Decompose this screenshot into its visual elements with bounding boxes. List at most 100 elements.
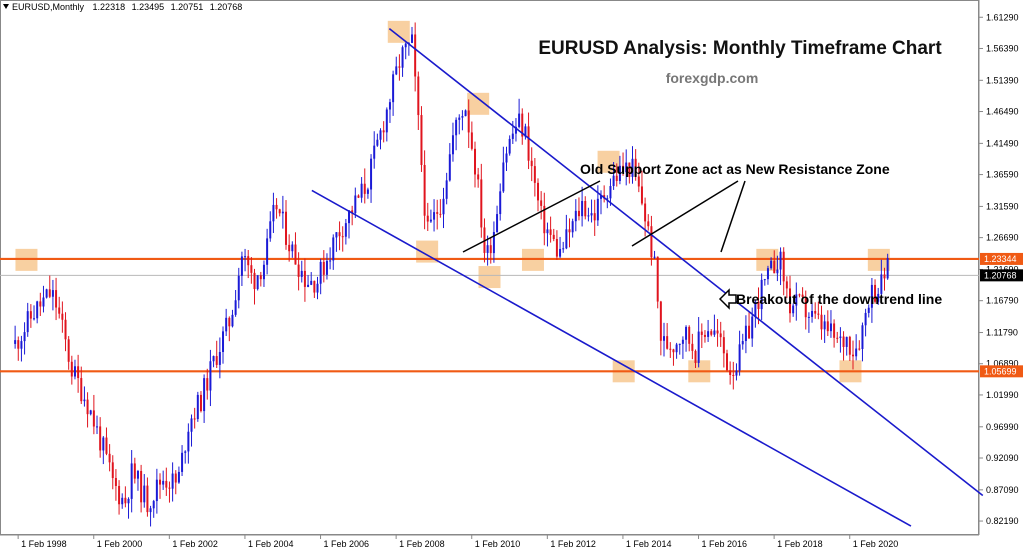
- candle-body: [552, 234, 555, 239]
- candle-body: [650, 226, 653, 258]
- candle-body: [801, 294, 804, 298]
- candle-body: [177, 471, 180, 483]
- candle-body: [814, 310, 817, 314]
- candle-body: [234, 300, 237, 315]
- candle-body: [83, 399, 86, 402]
- candle-body: [713, 330, 716, 335]
- candle-body: [877, 293, 880, 302]
- candle-body: [127, 498, 130, 504]
- candle-body: [782, 251, 785, 282]
- candle-body: [540, 200, 543, 206]
- candle-body: [770, 260, 773, 269]
- highlight-zones: [15, 20, 890, 383]
- candle-body: [300, 270, 303, 277]
- candle-body: [845, 336, 848, 347]
- trend-lines: [311, 28, 984, 527]
- candle-body: [577, 210, 580, 217]
- y-tick-label: 1.01990: [986, 390, 1019, 400]
- candle-body: [464, 110, 467, 117]
- candle-body: [108, 453, 111, 463]
- candle-body: [218, 352, 221, 365]
- candle-body: [760, 279, 763, 310]
- candle-body: [820, 314, 823, 330]
- candle-body: [757, 301, 760, 310]
- candle-body: [451, 135, 454, 155]
- candle-body: [215, 356, 218, 365]
- candle-body: [521, 113, 524, 137]
- candle-body: [193, 418, 196, 420]
- candle-body: [647, 221, 650, 227]
- candle-body: [549, 229, 552, 235]
- candle-body: [73, 366, 76, 377]
- candle-body: [212, 356, 215, 362]
- candle-body: [571, 221, 574, 233]
- price-labels: 1.23344 1.20768 1.05699: [980, 252, 1023, 378]
- annotation-pointer-2: [631, 180, 739, 247]
- candle-body: [288, 244, 291, 252]
- candle-body: [685, 326, 688, 340]
- candle-body: [779, 251, 782, 270]
- candle-body: [546, 229, 549, 234]
- candle-body: [429, 219, 432, 222]
- candle-body: [96, 426, 99, 428]
- candle-body: [338, 232, 341, 237]
- candle-body: [313, 280, 316, 293]
- candle-body: [33, 318, 36, 320]
- candle-body: [329, 260, 332, 262]
- candle-body: [303, 270, 306, 287]
- candle-body: [36, 301, 39, 319]
- x-tick-label: 1 Feb 2020: [853, 539, 899, 549]
- candle-body: [678, 343, 681, 345]
- candle-body: [697, 331, 700, 363]
- candle-body: [606, 198, 609, 200]
- candle-body: [559, 248, 562, 257]
- candle-body: [637, 176, 640, 187]
- candle-body: [152, 501, 155, 509]
- candle-body: [461, 116, 464, 118]
- candle-body: [537, 182, 540, 201]
- candle-body: [609, 186, 612, 199]
- candle-body: [80, 378, 83, 402]
- highlight-zone: [478, 266, 501, 289]
- candle-body: [505, 153, 508, 163]
- candle-body: [562, 248, 565, 250]
- candle-body: [703, 334, 706, 337]
- candle-body: [228, 317, 231, 327]
- candle-body: [584, 200, 587, 217]
- x-tick-label: 1 Feb 2016: [702, 539, 748, 549]
- candle-body: [354, 195, 357, 214]
- candle-body: [275, 204, 278, 210]
- candle-body: [351, 210, 354, 214]
- candle-body: [404, 43, 407, 48]
- candle-body: [867, 307, 870, 313]
- candle-body: [886, 258, 889, 279]
- candle-body: [773, 260, 776, 274]
- candle-body: [477, 174, 480, 180]
- candle-body: [480, 179, 483, 228]
- price-label-box: [980, 365, 1023, 378]
- candle-body: [168, 487, 171, 489]
- y-tick-label: 1.26690: [986, 233, 1019, 243]
- candle-body: [600, 195, 603, 199]
- candle-body: [388, 102, 391, 110]
- candle-body: [420, 115, 423, 165]
- candle-body: [726, 353, 729, 371]
- candle-body: [111, 462, 114, 479]
- candle-body: [401, 47, 404, 68]
- candle-body: [196, 394, 199, 420]
- candle-body: [360, 183, 363, 198]
- symbol-info-bar: EURUSD,Monthly 1.22318 1.23495 1.20751 1…: [3, 2, 242, 12]
- candle-body: [23, 332, 26, 342]
- candle-body: [136, 470, 139, 479]
- candle-body: [411, 34, 414, 43]
- candle-body: [707, 331, 710, 337]
- candle-body: [710, 331, 713, 335]
- candle-body: [247, 256, 250, 266]
- candle-body: [366, 189, 369, 194]
- candle-body: [880, 274, 883, 294]
- candle-body: [448, 154, 451, 181]
- candle-body: [735, 370, 738, 376]
- candle-body: [833, 323, 836, 338]
- candle-body: [527, 126, 530, 161]
- x-tick-label: 1 Feb 2002: [172, 539, 218, 549]
